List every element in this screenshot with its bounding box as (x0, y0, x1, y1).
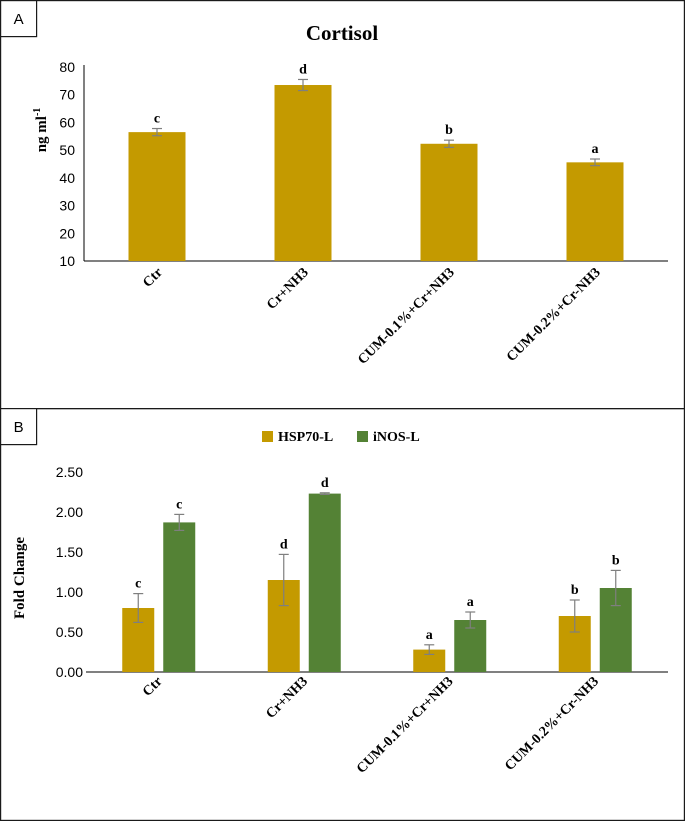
chart-a-sig-label: c (154, 112, 160, 127)
chart-a-category-label: Cr+NH3 (264, 265, 312, 313)
chart-a-ytick-label: 20 (59, 225, 75, 241)
chart-a-ytick-label: 60 (59, 114, 75, 130)
legend-swatch-hsp70 (262, 431, 273, 442)
chart-b-category-label: Ctr (140, 674, 165, 699)
chart-b-ytick-label: 0.50 (56, 624, 83, 640)
legend-swatch-inos (357, 431, 368, 442)
chart-a-ylabel-text: ng ml (34, 116, 50, 152)
chart-a-sig-label: a (592, 142, 599, 157)
legend-label-hsp70: HSP70-L (278, 430, 333, 445)
chart-b-sig-label: a (467, 595, 474, 610)
chart-b-category-label: CUM-0.1%+Cr+NH3 (354, 674, 456, 776)
chart-b: HSP70-L iNOS-L Fold Change 0.00 0.50 1.00 1… (12, 430, 668, 777)
chart-a-category-label: CUM-0.2%+Cr-NH3 (504, 265, 604, 365)
chart-a-category-label: CUM-0.1%+Cr+NH3 (355, 265, 457, 367)
chart-b-bar-inos (308, 493, 341, 672)
chart-a-bar (274, 85, 332, 261)
chart-b-category-label: Cr+NH3 (263, 674, 311, 722)
panel-b-label-box (0, 408, 38, 446)
chart-a-ytick-label: 10 (59, 253, 75, 269)
chart-a-ylabel: ng ml-1 (32, 108, 50, 153)
chart-b-sig-label: c (135, 577, 141, 592)
chart-a-bar (420, 143, 478, 261)
chart-b-legend: HSP70-L iNOS-L (262, 430, 420, 445)
chart-b-bar-inos (454, 620, 487, 672)
chart-a-category-label: Ctr (140, 265, 165, 290)
chart-b-ytick-label: 2.00 (56, 504, 83, 520)
chart-b-sig-label: a (426, 628, 433, 643)
chart-b-sig-label: d (280, 537, 288, 552)
chart-b-sig-label: b (612, 553, 620, 568)
chart-b-ytick-label: 1.50 (56, 544, 83, 560)
panel-a-label: A (14, 11, 24, 28)
chart-b-bar-inos (163, 522, 196, 672)
chart-a-sig-label: b (445, 123, 453, 138)
chart-b-sig-label: c (176, 497, 182, 512)
chart-b-ylabel: Fold Change (12, 537, 28, 619)
chart-a-ytick-label: 50 (59, 142, 75, 158)
chart-b-bar-hsp70 (413, 649, 446, 672)
chart-a-ylabel-sup: -1 (32, 108, 43, 116)
chart-a-ytick-label: 30 (59, 198, 75, 214)
chart-b-ytick-label: 1.00 (56, 584, 83, 600)
panel-b-label: B (14, 419, 24, 436)
chart-a-bar (128, 132, 186, 261)
chart-a-title: Cortisol (306, 21, 378, 45)
chart-b-sig-label: b (571, 583, 579, 598)
chart-a-ytick-label: 80 (59, 59, 75, 75)
legend-label-inos: iNOS-L (373, 430, 420, 445)
panel-a-label-box (0, 0, 38, 38)
chart-b-sig-label: d (321, 476, 329, 491)
chart-a-bar (566, 162, 624, 261)
chart-a-sig-label: d (299, 62, 307, 77)
chart-b-ytick-label: 2.50 (56, 464, 83, 480)
chart-b-ytick-label: 0.00 (56, 664, 83, 680)
panel-b-frame (0, 408, 685, 821)
chart-a-ytick-label: 70 (59, 87, 75, 103)
chart-a: Cortisol ng ml-1 10 20 30 40 50 60 70 80 c d b a C… (32, 21, 668, 368)
chart-a-ytick-label: 40 (59, 170, 75, 186)
chart-b-category-label: CUM-0.2%+Cr-NH3 (502, 674, 602, 774)
